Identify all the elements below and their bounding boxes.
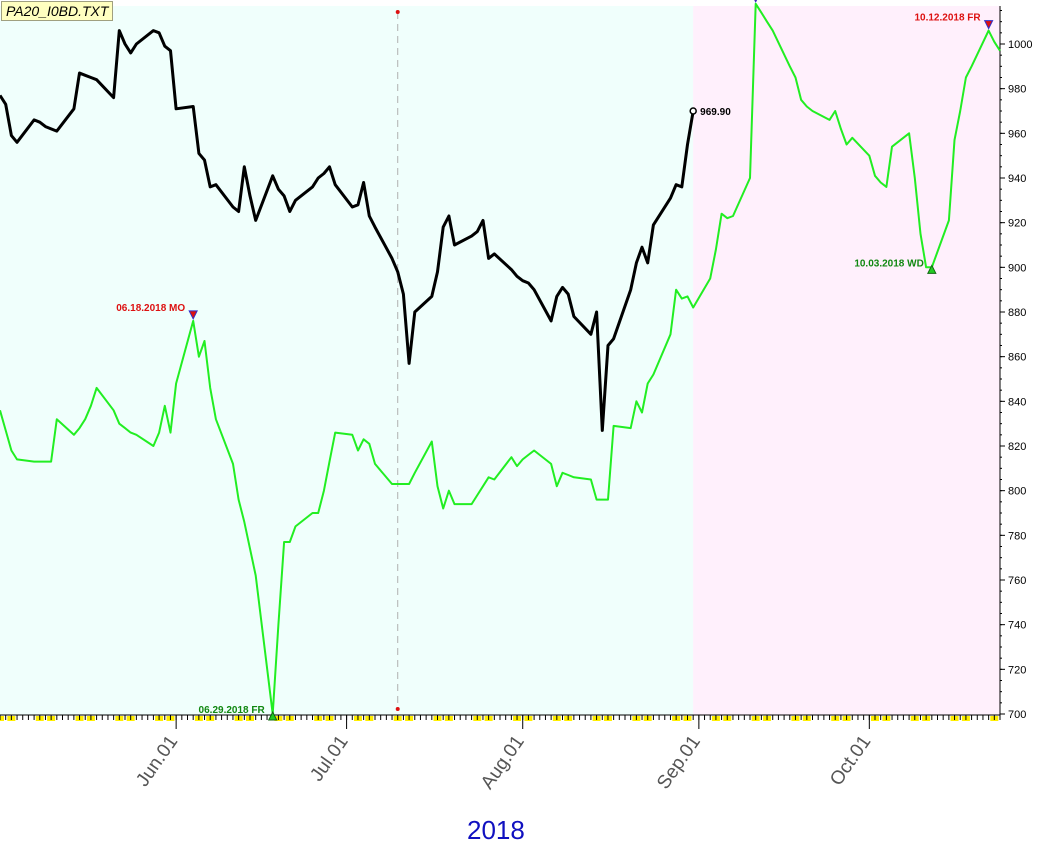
low-marker-3 <box>927 264 937 274</box>
shaded-region-0 <box>0 6 694 715</box>
y-tick-label: 800 <box>1008 486 1026 498</box>
shaded-regions <box>0 6 1000 715</box>
shaded-region-1 <box>693 6 1000 715</box>
y-tick-label: 720 <box>1008 664 1026 676</box>
series-line-1 <box>0 2 1001 715</box>
y-tick-label: 700 <box>1008 709 1026 721</box>
year-label: 2018 <box>467 815 525 845</box>
y-tick-label: 940 <box>1008 173 1026 185</box>
file-name-label: PA20_I0BD.TXT <box>1 1 114 21</box>
annotation-label: 10.03.2018 WD <box>854 258 924 269</box>
high-marker-2 <box>754 0 758 3</box>
y-tick-label: 880 <box>1008 307 1026 319</box>
x-tick-label: Jul.01 <box>306 732 352 786</box>
last-value-label: 969.90 <box>700 107 731 118</box>
y-tick-label: 920 <box>1008 218 1026 230</box>
high-marker-0 <box>188 310 198 321</box>
low-marker-1 <box>267 710 278 721</box>
y-tick-label: 760 <box>1008 575 1026 587</box>
x-tick-label: Aug.01 <box>477 732 529 793</box>
y-tick-label: 980 <box>1008 84 1026 96</box>
series-line-0 <box>0 29 695 432</box>
x-tick-label: Oct.01 <box>826 732 875 790</box>
y-tick-label: 820 <box>1008 441 1026 453</box>
high-marker-4 <box>983 20 994 30</box>
annotation-label: 06.29.2018 FR <box>199 705 266 716</box>
y-tick-label: 840 <box>1008 396 1026 408</box>
y-tick-label: 740 <box>1008 620 1026 632</box>
vertical-marker-top-dot <box>395 10 400 14</box>
y-tick-label: 780 <box>1008 530 1026 542</box>
annotation-label: 06.18.2018 MO <box>116 303 185 314</box>
x-day-marker <box>0 716 4 721</box>
x-tick-label: Sep.01 <box>653 732 705 793</box>
y-tick-label: 900 <box>1008 262 1026 274</box>
annotation-label: 10.12.2018 FR <box>914 13 981 24</box>
y-tick-label: 1000 <box>1008 39 1032 51</box>
y-tick-label: 960 <box>1008 128 1026 140</box>
y-tick-label: 860 <box>1008 352 1026 364</box>
last-value-marker <box>689 107 697 115</box>
vertical-marker-bottom-dot <box>395 707 400 711</box>
series-lines: 969.90 <box>0 2 1001 715</box>
x-tick-label: Jun.01 <box>132 732 182 791</box>
